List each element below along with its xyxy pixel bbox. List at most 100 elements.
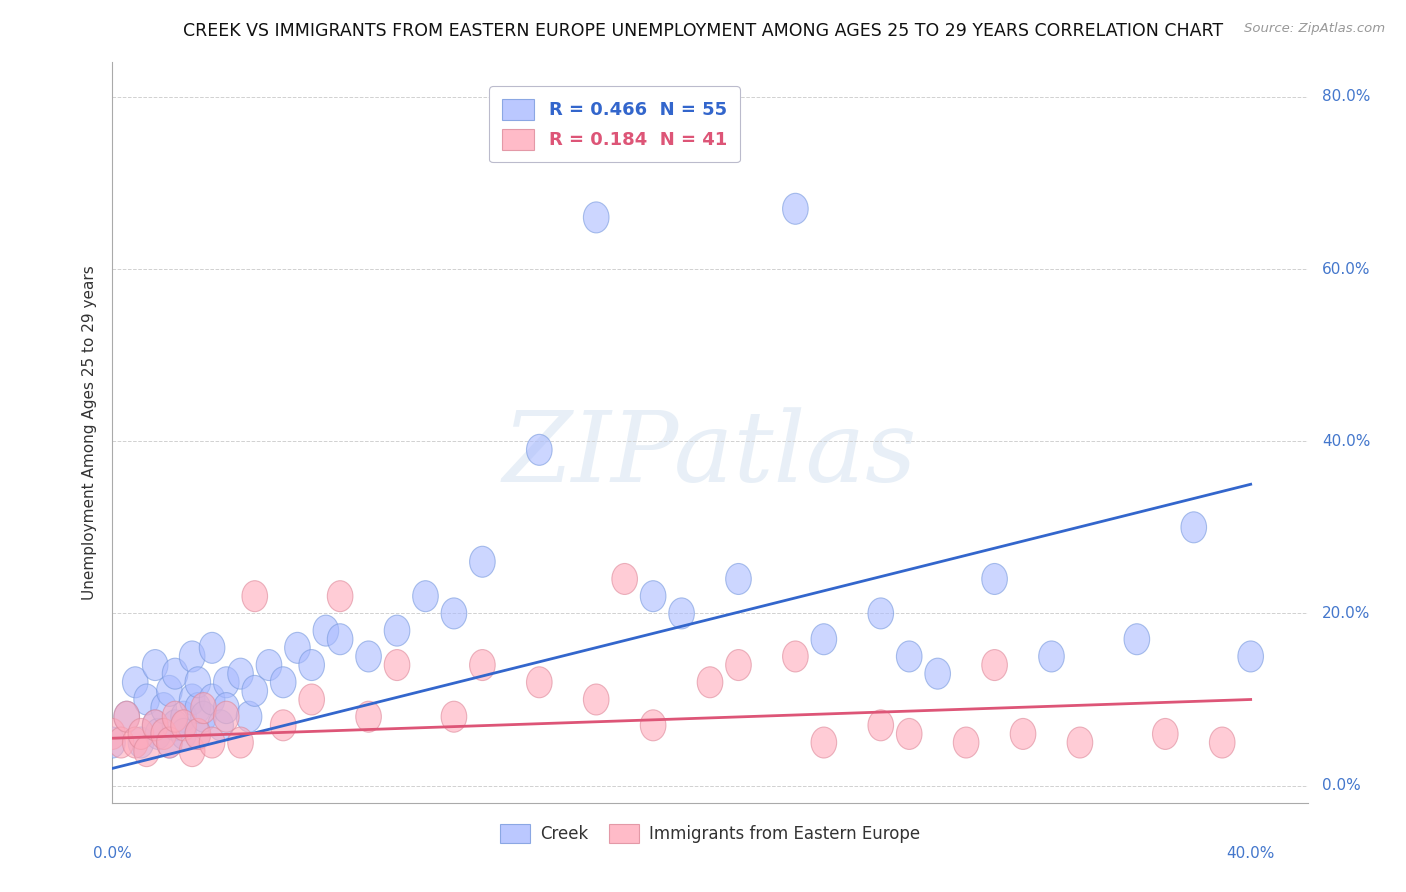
Ellipse shape (811, 727, 837, 758)
Ellipse shape (186, 692, 211, 723)
Ellipse shape (783, 641, 808, 672)
Text: Source: ZipAtlas.com: Source: ZipAtlas.com (1244, 22, 1385, 36)
Ellipse shape (128, 727, 153, 758)
Ellipse shape (236, 701, 262, 732)
Ellipse shape (981, 649, 1007, 681)
Ellipse shape (328, 581, 353, 612)
Ellipse shape (583, 202, 609, 233)
Ellipse shape (470, 649, 495, 681)
Ellipse shape (413, 581, 439, 612)
Ellipse shape (697, 667, 723, 698)
Ellipse shape (725, 564, 751, 594)
Ellipse shape (170, 701, 197, 732)
Ellipse shape (208, 710, 233, 741)
Ellipse shape (1237, 641, 1264, 672)
Ellipse shape (1039, 641, 1064, 672)
Ellipse shape (868, 598, 894, 629)
Ellipse shape (145, 718, 170, 749)
Legend: Creek, Immigrants from Eastern Europe: Creek, Immigrants from Eastern Europe (494, 817, 927, 850)
Text: 40.0%: 40.0% (1322, 434, 1371, 449)
Ellipse shape (150, 692, 177, 723)
Ellipse shape (142, 710, 167, 741)
Ellipse shape (284, 632, 311, 664)
Ellipse shape (186, 667, 211, 698)
Text: 40.0%: 40.0% (1226, 846, 1275, 861)
Ellipse shape (270, 667, 297, 698)
Ellipse shape (134, 736, 159, 766)
Ellipse shape (156, 727, 183, 758)
Ellipse shape (100, 727, 125, 758)
Ellipse shape (191, 692, 217, 723)
Ellipse shape (583, 684, 609, 715)
Ellipse shape (214, 701, 239, 732)
Ellipse shape (108, 727, 134, 758)
Ellipse shape (669, 598, 695, 629)
Ellipse shape (725, 649, 751, 681)
Ellipse shape (470, 546, 495, 577)
Text: 0.0%: 0.0% (1322, 778, 1361, 793)
Ellipse shape (256, 649, 281, 681)
Ellipse shape (526, 434, 553, 466)
Ellipse shape (114, 701, 139, 732)
Ellipse shape (142, 649, 167, 681)
Ellipse shape (162, 701, 188, 732)
Ellipse shape (314, 615, 339, 646)
Ellipse shape (186, 718, 211, 749)
Ellipse shape (897, 641, 922, 672)
Ellipse shape (228, 658, 253, 690)
Ellipse shape (242, 675, 267, 706)
Ellipse shape (526, 667, 553, 698)
Ellipse shape (170, 710, 197, 741)
Ellipse shape (441, 598, 467, 629)
Ellipse shape (180, 736, 205, 766)
Ellipse shape (170, 718, 197, 749)
Ellipse shape (1153, 718, 1178, 749)
Ellipse shape (328, 624, 353, 655)
Ellipse shape (783, 194, 808, 224)
Ellipse shape (156, 675, 183, 706)
Ellipse shape (162, 710, 188, 741)
Ellipse shape (1011, 718, 1036, 749)
Ellipse shape (640, 710, 666, 741)
Text: 80.0%: 80.0% (1322, 89, 1371, 104)
Ellipse shape (612, 564, 637, 594)
Ellipse shape (356, 641, 381, 672)
Ellipse shape (640, 581, 666, 612)
Ellipse shape (228, 727, 253, 758)
Text: ZIPatlas: ZIPatlas (503, 407, 917, 502)
Ellipse shape (356, 701, 381, 732)
Ellipse shape (134, 684, 159, 715)
Ellipse shape (100, 718, 125, 749)
Ellipse shape (868, 710, 894, 741)
Ellipse shape (128, 718, 153, 749)
Text: CREEK VS IMMIGRANTS FROM EASTERN EUROPE UNEMPLOYMENT AMONG AGES 25 TO 29 YEARS C: CREEK VS IMMIGRANTS FROM EASTERN EUROPE … (183, 22, 1223, 40)
Ellipse shape (1067, 727, 1092, 758)
Y-axis label: Unemployment Among Ages 25 to 29 years: Unemployment Among Ages 25 to 29 years (82, 265, 97, 600)
Ellipse shape (441, 701, 467, 732)
Ellipse shape (384, 615, 409, 646)
Ellipse shape (122, 727, 148, 758)
Ellipse shape (162, 658, 188, 690)
Ellipse shape (1181, 512, 1206, 543)
Text: 20.0%: 20.0% (1322, 606, 1371, 621)
Ellipse shape (142, 710, 167, 741)
Ellipse shape (214, 667, 239, 698)
Ellipse shape (150, 718, 177, 749)
Ellipse shape (122, 667, 148, 698)
Ellipse shape (180, 684, 205, 715)
Ellipse shape (186, 718, 211, 749)
Ellipse shape (200, 632, 225, 664)
Text: 60.0%: 60.0% (1322, 261, 1371, 277)
Ellipse shape (384, 649, 409, 681)
Ellipse shape (180, 641, 205, 672)
Ellipse shape (1209, 727, 1234, 758)
Text: 0.0%: 0.0% (93, 846, 132, 861)
Ellipse shape (299, 684, 325, 715)
Ellipse shape (270, 710, 297, 741)
Ellipse shape (299, 649, 325, 681)
Ellipse shape (897, 718, 922, 749)
Ellipse shape (925, 658, 950, 690)
Ellipse shape (114, 701, 139, 732)
Ellipse shape (981, 564, 1007, 594)
Ellipse shape (953, 727, 979, 758)
